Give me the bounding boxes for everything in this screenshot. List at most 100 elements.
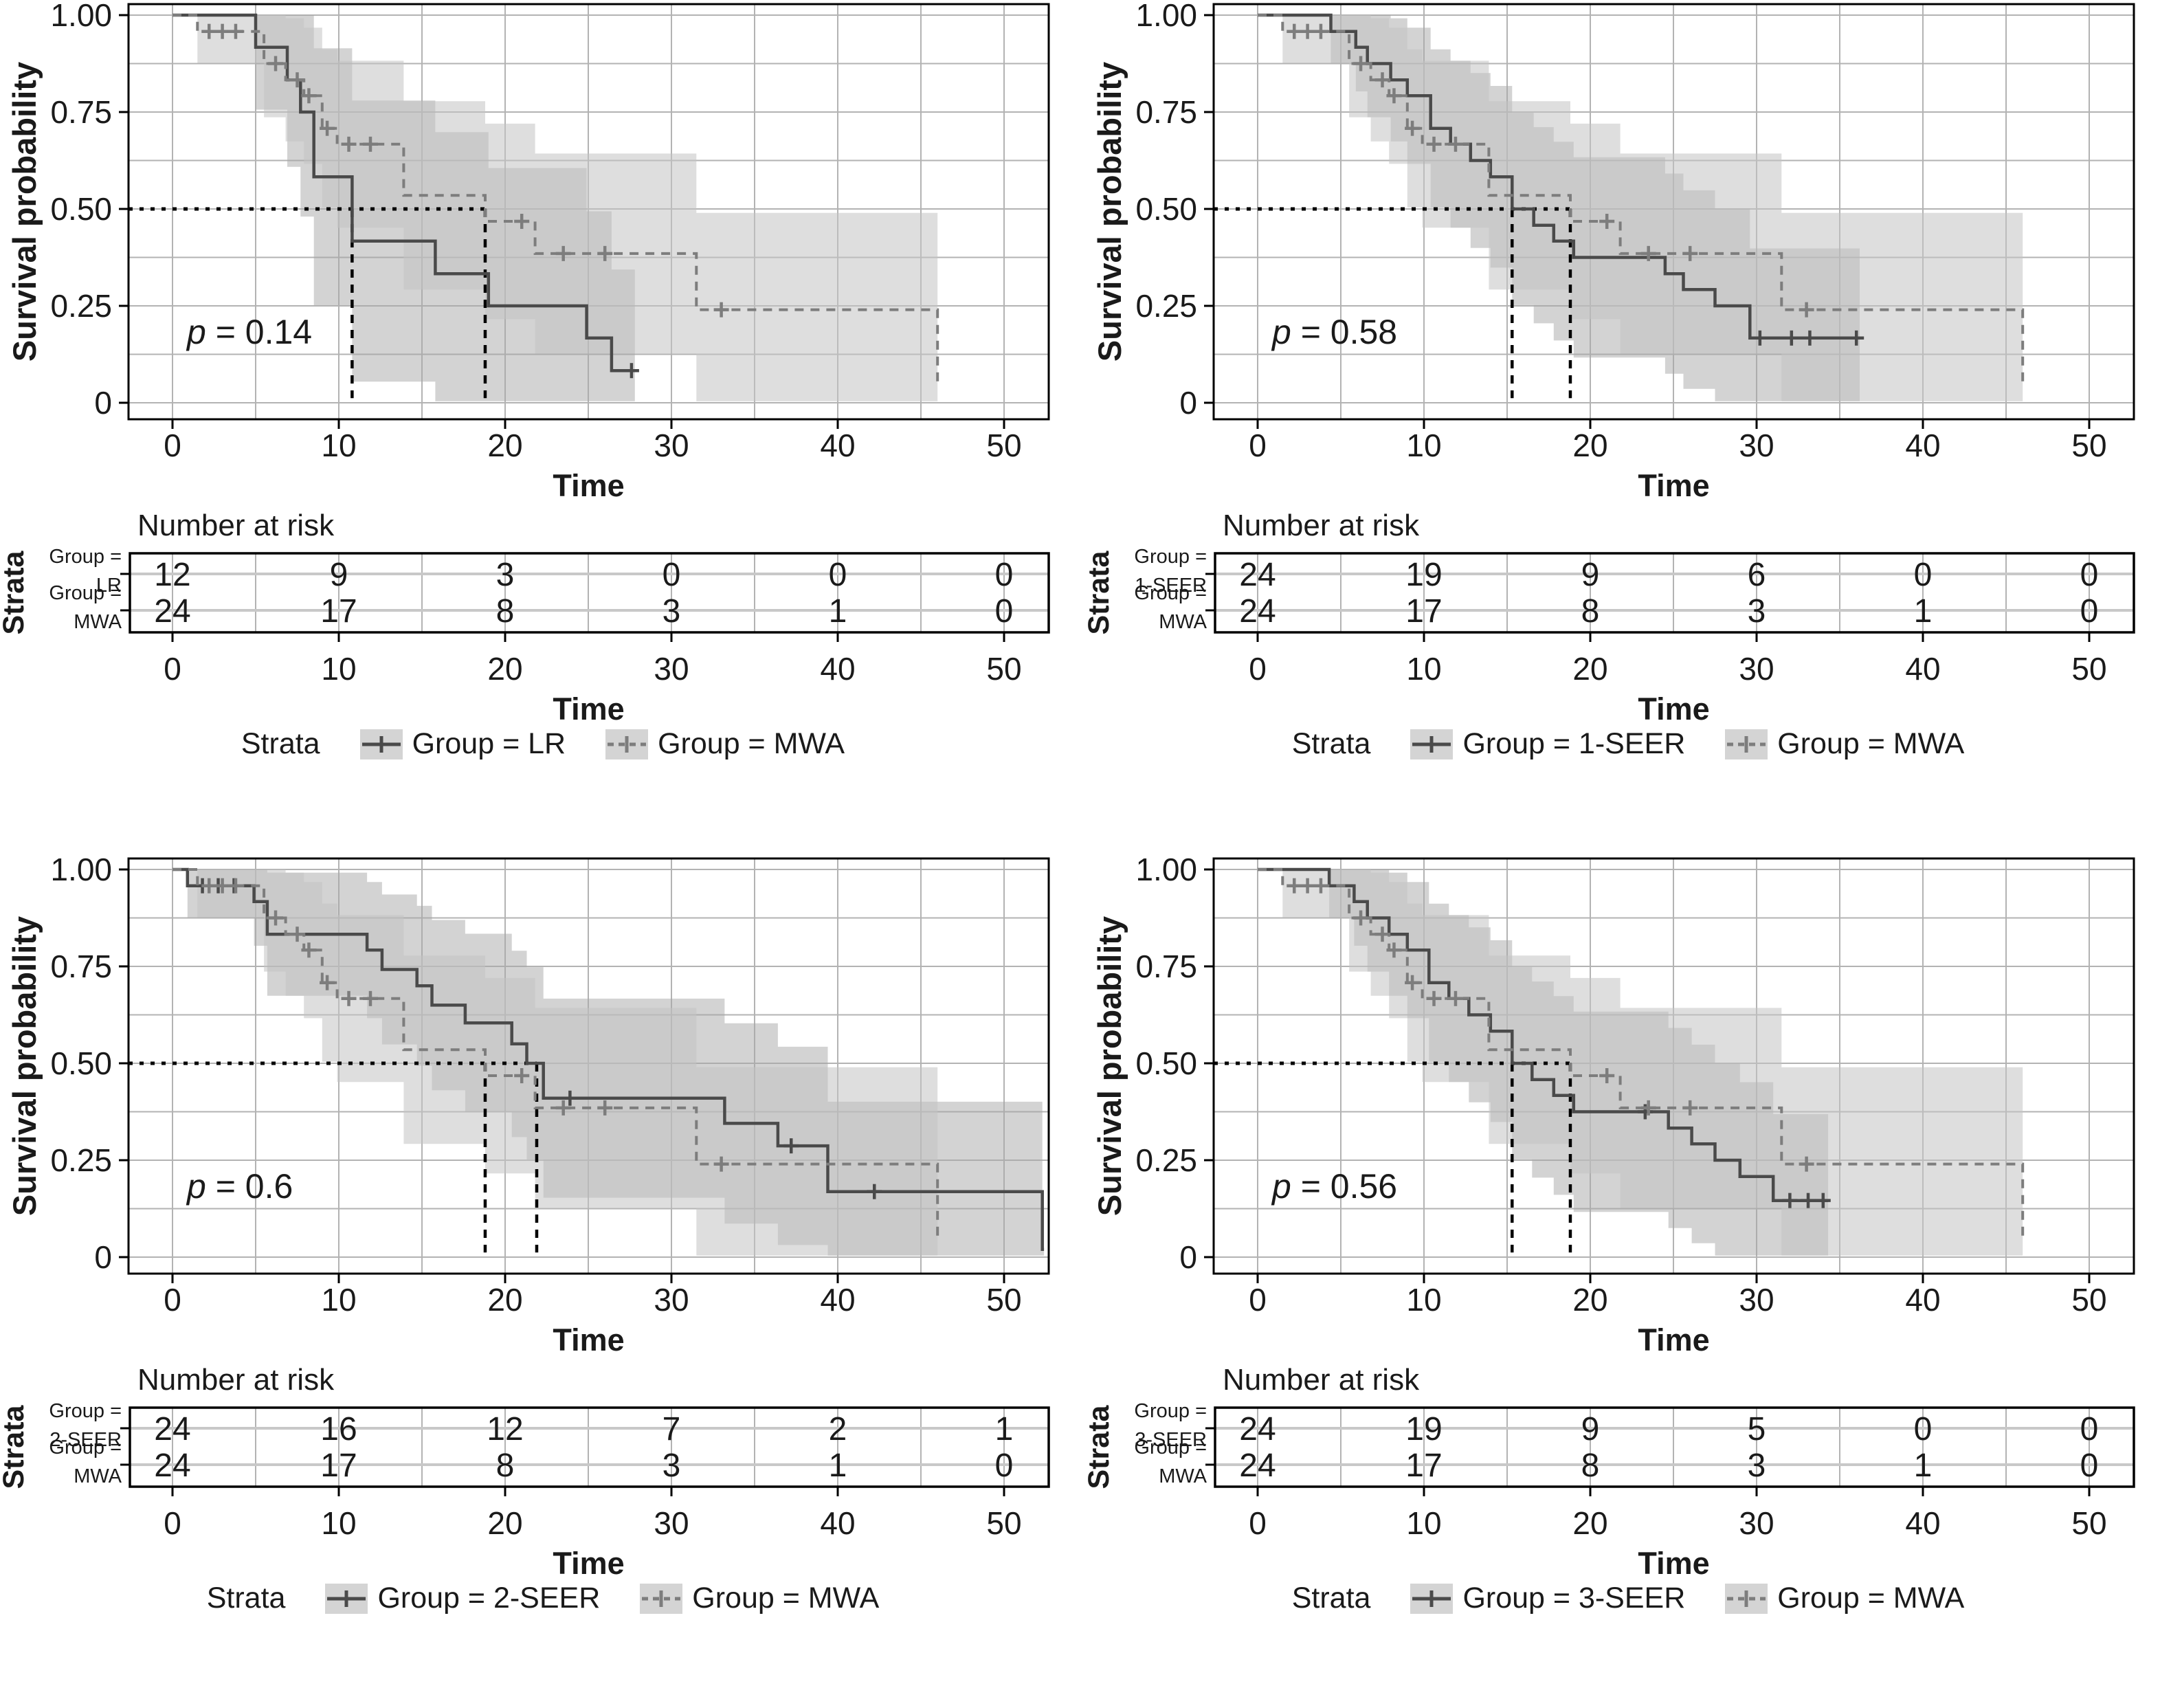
x-tick-label: 30 bbox=[1739, 651, 1774, 687]
strata-axis-label: Strata bbox=[1085, 550, 1115, 634]
legend-item: Group = 1-SEER bbox=[1410, 727, 1685, 761]
p-value-label: p = 0.14 bbox=[186, 313, 312, 351]
legend-title: Strata bbox=[206, 1582, 286, 1615]
y-tick-label: 0.25 bbox=[50, 1142, 112, 1178]
risk-count: 7 bbox=[663, 1411, 681, 1448]
risk-count: 17 bbox=[1405, 593, 1442, 630]
risk-count: 1 bbox=[995, 1411, 1014, 1448]
y-tick-label: 0.75 bbox=[1135, 949, 1197, 984]
risk-count: 3 bbox=[496, 557, 515, 593]
risk-count: 9 bbox=[1581, 557, 1600, 593]
x-tick-label: 20 bbox=[1572, 1505, 1607, 1541]
x-tick-label: 10 bbox=[321, 428, 356, 463]
risk-count: 12 bbox=[154, 557, 190, 593]
risk-row-label: MWA bbox=[74, 1465, 122, 1487]
y-tick-label: 1.00 bbox=[50, 854, 112, 887]
x-tick-label: 40 bbox=[1905, 1282, 1940, 1318]
x-tick-label: 0 bbox=[1249, 1282, 1267, 1318]
legend: Strata Group = 2-SEER Group = MWA bbox=[0, 1582, 1086, 1615]
legend: Strata Group = 1-SEER Group = MWA bbox=[1085, 727, 2171, 761]
strata-axis-label: Strata bbox=[1085, 1404, 1115, 1489]
risk-count: 19 bbox=[1405, 557, 1442, 593]
km-curve-solid bbox=[1258, 13, 1860, 340]
x-tick-label: 10 bbox=[321, 1505, 356, 1541]
x-tick-label: 50 bbox=[2071, 1282, 2106, 1318]
x-tick-label: 40 bbox=[1905, 651, 1940, 687]
risk-count: 0 bbox=[2080, 1411, 2099, 1448]
censor-marks-solid bbox=[1752, 330, 1864, 346]
y-tick-label: 0 bbox=[94, 385, 112, 421]
km-curve-solid bbox=[172, 13, 635, 373]
x-axis-label: Time bbox=[553, 1546, 624, 1581]
risk-row-label: Group = bbox=[1134, 546, 1207, 568]
plot-border bbox=[1212, 3, 2135, 421]
risk-row-label: 1-SEER bbox=[1135, 575, 1207, 597]
y-tick-label: 0.75 bbox=[1135, 94, 1197, 130]
risk-count: 0 bbox=[995, 557, 1014, 593]
km-curve-dashed bbox=[1258, 868, 2025, 1242]
axis-ticks bbox=[119, 14, 1005, 429]
x-tick-label: 50 bbox=[986, 1505, 1021, 1541]
risk-row-label: Group = bbox=[49, 1400, 122, 1422]
x-tick-label: 10 bbox=[321, 651, 356, 687]
legend-key-solid-plus-icon bbox=[359, 729, 403, 759]
risk-count: 8 bbox=[1581, 593, 1600, 630]
x-tick-label: 50 bbox=[986, 651, 1021, 687]
risk-table bbox=[1205, 1406, 2135, 1496]
confidence-band-dashed bbox=[172, 869, 938, 1256]
x-tick-label: 30 bbox=[1739, 1505, 1774, 1541]
p-value-label: p = 0.58 bbox=[1271, 313, 1397, 351]
risk-count: 24 bbox=[154, 1411, 190, 1448]
x-axis-label: Time bbox=[1638, 468, 1709, 503]
legend-title: Strata bbox=[1291, 1582, 1371, 1615]
risk-count: 1 bbox=[1914, 593, 1933, 630]
x-tick-label: 30 bbox=[654, 1505, 689, 1541]
y-tick-label: 1.00 bbox=[1135, 0, 1197, 33]
y-tick-label: 0.50 bbox=[1135, 191, 1197, 227]
p-value-number: = 0.14 bbox=[206, 313, 312, 351]
risk-count: 8 bbox=[1581, 1448, 1600, 1484]
median-reference-lines bbox=[129, 1061, 539, 1253]
risk-row-label: Group = bbox=[49, 1437, 122, 1459]
legend-key-dashed-plus-icon bbox=[605, 729, 649, 759]
legend-label: Group = MWA bbox=[1777, 727, 1965, 760]
p-value-number: = 0.58 bbox=[1291, 313, 1397, 351]
risk-count: 24 bbox=[1239, 557, 1276, 593]
risk-count: 17 bbox=[1405, 1448, 1442, 1484]
y-tick-label: 0 bbox=[94, 1239, 112, 1275]
y-tick-label: 0 bbox=[1179, 385, 1197, 421]
risk-row-label: LR bbox=[96, 575, 122, 597]
x-tick-label: 0 bbox=[164, 1282, 181, 1318]
x-tick-label: 40 bbox=[1905, 1505, 1940, 1541]
risk-count: 3 bbox=[1748, 593, 1766, 630]
legend-key-solid-plus-icon bbox=[1410, 729, 1454, 759]
axis-ticks bbox=[1204, 14, 2091, 429]
km-curve-dashed bbox=[172, 868, 939, 1242]
p-value-symbol: p bbox=[1271, 1167, 1291, 1206]
risk-count: 3 bbox=[663, 593, 681, 630]
x-tick-label: 40 bbox=[1905, 428, 1940, 463]
risk-count: 24 bbox=[1239, 1448, 1276, 1484]
legend-label: Group = MWA bbox=[658, 727, 845, 760]
x-tick-label: 30 bbox=[1739, 1282, 1774, 1318]
y-tick-label: 0.25 bbox=[1135, 1142, 1197, 1178]
legend-title: Strata bbox=[241, 727, 320, 760]
censor-marks-solid bbox=[1637, 1104, 1831, 1208]
x-tick-label: 0 bbox=[1249, 428, 1267, 463]
censor-marks-dashed bbox=[201, 878, 729, 1172]
risk-table-title: Number at risk bbox=[137, 1363, 335, 1397]
plot-border bbox=[127, 857, 1050, 1275]
censor-marks-dashed bbox=[201, 23, 729, 318]
x-axis-label: Time bbox=[1638, 1546, 1709, 1581]
risk-count: 0 bbox=[995, 1448, 1014, 1484]
x-tick-label: 20 bbox=[487, 428, 522, 463]
risk-count: 24 bbox=[1239, 593, 1276, 630]
legend-key-dashed-plus-icon bbox=[1725, 729, 1768, 759]
x-tick-label: 10 bbox=[1406, 1282, 1441, 1318]
x-tick-label: 20 bbox=[1572, 428, 1607, 463]
x-axis-label: Time bbox=[553, 468, 624, 503]
x-tick-label: 40 bbox=[820, 428, 855, 463]
